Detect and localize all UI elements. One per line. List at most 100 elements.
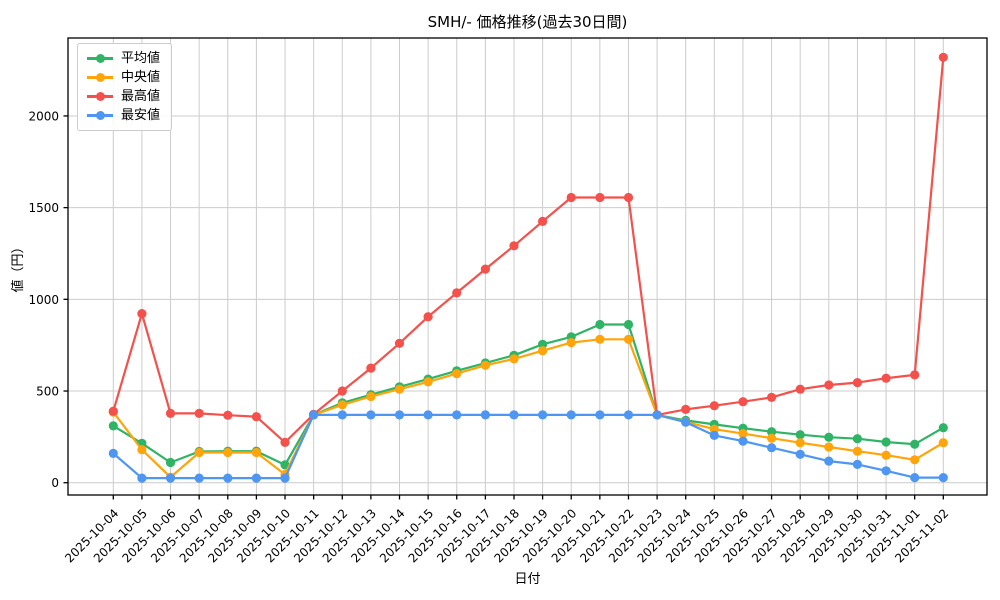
data-point-lowest <box>309 410 319 420</box>
data-point-lowest <box>910 473 920 483</box>
series-highest <box>108 52 948 447</box>
data-point-highest <box>423 312 433 322</box>
data-point-average <box>938 423 948 433</box>
data-point-highest <box>280 437 290 447</box>
data-point-median <box>251 447 261 458</box>
data-point-highest <box>852 378 863 388</box>
data-point-median <box>795 438 805 448</box>
data-point-median <box>767 433 777 443</box>
data-point-lowest <box>108 448 118 458</box>
data-point-average <box>767 427 777 437</box>
legend-line-marker <box>87 54 113 64</box>
data-point-median <box>223 447 233 458</box>
data-point-lowest <box>366 410 376 420</box>
data-point-median <box>623 334 634 344</box>
data-point-lowest <box>881 466 891 476</box>
data-point-median <box>881 450 891 460</box>
y-tick-label: 0 <box>51 476 59 490</box>
legend-line-marker <box>87 111 113 121</box>
data-point-median <box>480 360 490 370</box>
y-axis-label: 値（円） <box>10 240 26 292</box>
data-point-lowest <box>280 473 290 483</box>
data-point-lowest <box>480 410 490 420</box>
data-point-highest <box>795 384 805 394</box>
data-point-lowest <box>337 410 347 420</box>
data-point-lowest <box>595 410 605 420</box>
series-layer <box>108 52 948 483</box>
data-point-median <box>910 455 920 465</box>
data-point-highest <box>108 406 118 416</box>
data-point-highest <box>938 52 948 62</box>
legend: 平均値中央値最高値最安値 <box>77 43 173 131</box>
data-point-highest <box>595 192 605 203</box>
legend-dot-icon <box>95 54 105 64</box>
data-point-average <box>623 319 634 330</box>
data-point-median <box>538 346 548 356</box>
y-tick-label: 1000 <box>28 293 59 307</box>
data-point-highest <box>824 380 834 390</box>
data-point-highest <box>709 401 719 411</box>
data-point-highest <box>509 241 519 251</box>
data-point-lowest <box>137 473 147 483</box>
data-point-average <box>795 430 805 440</box>
data-point-highest <box>394 338 405 348</box>
data-point-median <box>194 447 204 458</box>
y-tick-label: 500 <box>36 385 59 399</box>
data-point-average <box>595 319 605 330</box>
data-point-median <box>824 442 834 452</box>
data-point-highest <box>194 408 204 418</box>
data-point-lowest <box>194 473 204 483</box>
data-point-highest <box>366 363 376 373</box>
data-point-lowest <box>394 410 405 420</box>
legend-dot-icon <box>95 73 105 83</box>
data-point-average <box>910 439 920 449</box>
data-point-highest <box>738 397 748 407</box>
data-point-median <box>337 400 347 410</box>
data-point-median <box>938 438 948 448</box>
data-point-lowest <box>738 436 748 446</box>
data-point-highest <box>452 288 462 298</box>
y-tick-label: 2000 <box>28 109 59 123</box>
data-point-lowest <box>824 456 834 466</box>
chart-title: SMH/- 価格推移(過去30日間) <box>428 13 628 31</box>
data-point-lowest <box>165 473 176 483</box>
data-point-highest <box>480 264 490 274</box>
data-point-lowest <box>623 410 634 420</box>
series-line-lowest <box>112 413 945 480</box>
data-point-highest <box>165 408 176 418</box>
data-point-highest <box>623 192 634 203</box>
series-line-highest <box>112 56 945 444</box>
data-point-lowest <box>538 410 548 420</box>
data-point-highest <box>137 309 147 319</box>
data-point-highest <box>881 373 891 383</box>
data-point-lowest <box>251 473 261 483</box>
data-point-highest <box>337 386 347 396</box>
legend-item-lowest: 最安値 <box>87 109 160 122</box>
legend-label: 中央値 <box>121 70 161 85</box>
data-point-lowest <box>452 410 462 420</box>
data-point-median <box>137 445 147 455</box>
data-point-median <box>423 377 433 387</box>
data-point-lowest <box>938 473 948 483</box>
series-lowest <box>108 410 948 483</box>
data-point-average <box>824 432 834 442</box>
data-point-average <box>852 434 863 444</box>
data-point-highest <box>910 370 920 380</box>
data-point-lowest <box>852 459 863 469</box>
data-point-average <box>538 339 548 349</box>
data-point-average <box>881 437 891 447</box>
legend-dot-icon <box>95 92 105 102</box>
legend-label: 最高値 <box>121 89 161 104</box>
data-point-median <box>452 369 462 379</box>
legend-item-average: 平均値 <box>87 52 160 65</box>
legend-item-median: 中央値 <box>87 71 160 84</box>
data-point-lowest <box>223 473 233 483</box>
data-point-average <box>165 457 176 468</box>
data-point-lowest <box>509 410 519 420</box>
grid-layer <box>68 38 987 495</box>
data-point-highest <box>566 192 576 203</box>
data-point-median <box>738 429 748 439</box>
axes-layer: 05001000150020002025-10-042025-10-052025… <box>28 37 988 565</box>
